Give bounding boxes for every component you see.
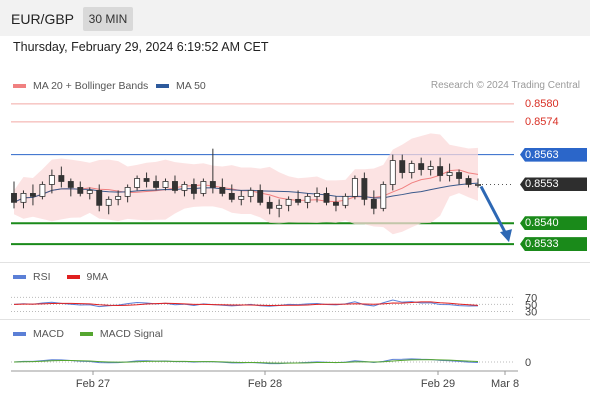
candle-body	[257, 190, 264, 203]
bollinger-bands	[14, 133, 478, 235]
macd-tick-label: 0	[525, 357, 531, 369]
candle-body	[96, 190, 103, 206]
candle-body	[475, 184, 481, 186]
candle-body	[153, 181, 159, 188]
macd-signal-line	[13, 359, 479, 364]
candle-body	[20, 193, 27, 203]
ma50-swatch	[156, 84, 169, 88]
rsi-legend-label: RSI	[33, 271, 51, 283]
rsi-ma-line	[13, 301, 479, 306]
rsi-tick-label: 50	[525, 299, 537, 311]
macd-legend: MACD MACD Signal	[13, 328, 163, 340]
candle-body	[399, 160, 406, 173]
candle-body	[408, 163, 415, 173]
ma50-line	[13, 182, 479, 203]
candle-body	[342, 195, 349, 206]
candle-body	[276, 204, 283, 209]
rsi-ma-legend-label: 9MA	[86, 271, 109, 283]
candle-body	[219, 187, 226, 194]
candle-body	[11, 193, 17, 203]
candle-body	[370, 198, 377, 209]
candle-body	[190, 184, 197, 194]
macd-signal-swatch	[79, 332, 93, 336]
research-credit: Research © 2024 Trading Central	[430, 80, 580, 91]
rsi-legend: RSI 9MA	[13, 271, 108, 283]
x-tick-label: Mar 8	[491, 378, 519, 390]
panel-divider	[0, 262, 590, 263]
candle-body	[427, 166, 434, 170]
candle-body	[456, 172, 463, 179]
x-tick-label: Feb 29	[421, 378, 455, 390]
ma20-legend-label: MA 20 + Bollinger Bands	[33, 80, 149, 92]
candle-body	[200, 181, 207, 194]
candle-body	[380, 184, 387, 209]
candle-body	[418, 163, 425, 170]
macd-legend-label: MACD	[33, 328, 64, 340]
macd-swatch	[13, 332, 26, 336]
candle-body	[105, 198, 112, 206]
rsi-tick-label: 30	[525, 306, 537, 318]
rsi-swatch	[13, 275, 26, 279]
candle-body	[266, 201, 273, 209]
candle-body	[86, 190, 93, 194]
candle-body	[361, 178, 368, 200]
candle-body	[48, 175, 55, 185]
timeframe-button[interactable]: 30 MIN	[83, 7, 133, 31]
candle-body	[58, 175, 65, 182]
chart-timestamp: Thursday, February 29, 2024 6:19:52 AM C…	[13, 40, 269, 54]
candle-body	[67, 181, 74, 188]
instrument-name: EUR/GBP	[11, 11, 75, 27]
ma50-legend-label: MA 50	[176, 80, 206, 92]
candle-body	[228, 193, 235, 200]
candle-body	[172, 181, 178, 191]
candle-body	[209, 181, 216, 188]
forecast-arrow	[479, 185, 508, 235]
candle-body	[29, 193, 36, 197]
candle-body	[247, 190, 254, 197]
candle-body	[389, 160, 396, 185]
candle-body	[238, 195, 245, 200]
level-label: 0.8580	[525, 97, 559, 110]
price-legend-ma50: MA 50	[156, 80, 206, 92]
candle-body	[304, 195, 311, 203]
candle-body	[39, 184, 46, 197]
candle-body	[437, 166, 444, 176]
candle-body	[77, 187, 84, 194]
rsi-tick-label: 70	[525, 292, 537, 304]
macd-signal-legend-label: MACD Signal	[99, 328, 163, 340]
candle-body	[115, 195, 122, 200]
candle-body	[465, 178, 472, 185]
candle-body	[134, 178, 141, 188]
forecast-arrowhead	[500, 229, 512, 243]
ma20-swatch	[13, 84, 26, 88]
level-label: 0.8533	[520, 237, 587, 252]
rsi-ma-swatch	[66, 275, 80, 279]
candle-body	[314, 193, 320, 197]
level-label: 0.8574	[525, 115, 559, 128]
panel-divider	[0, 319, 590, 320]
candle-body	[333, 201, 339, 206]
candle-body	[446, 172, 453, 176]
candle-body	[162, 181, 169, 188]
candle-body	[143, 178, 150, 182]
level-label: 0.8553	[520, 177, 587, 192]
candle-body	[323, 193, 330, 203]
top-bar: EUR/GBP 30 MIN	[0, 0, 590, 36]
level-label: 0.8540	[520, 216, 587, 231]
x-tick-label: Feb 27	[76, 378, 110, 390]
price-legend-ma20: MA 20 + Bollinger Bands	[13, 80, 148, 92]
candle-body	[181, 184, 188, 191]
candle-body	[351, 178, 358, 197]
candle-body	[295, 198, 302, 203]
candle-body	[124, 187, 131, 197]
x-tick-label: Feb 28	[248, 378, 282, 390]
candle-body	[285, 198, 292, 206]
level-label: 0.8563	[520, 147, 587, 162]
